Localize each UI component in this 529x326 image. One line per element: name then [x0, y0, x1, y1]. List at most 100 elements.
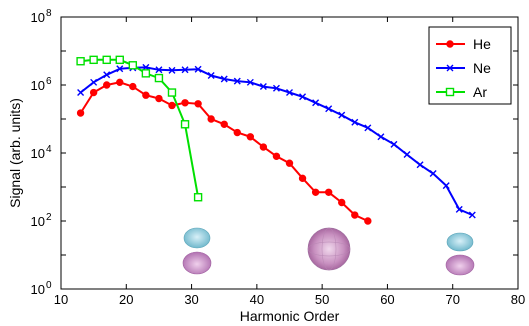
y-tick-base: 10: [31, 146, 45, 161]
y-tick-base: 10: [31, 78, 45, 93]
data-point-ne: [207, 72, 215, 80]
data-point-ne: [416, 161, 424, 169]
data-point-ne: [442, 182, 450, 190]
y-tick-label: 10: [31, 10, 45, 25]
data-point-he: [129, 82, 137, 91]
data-point-ne: [90, 78, 98, 86]
data-point-ar: [102, 55, 111, 65]
data-point-ar: [154, 73, 164, 83]
y-tick-base: 10: [31, 214, 45, 229]
data-point-he: [246, 133, 255, 141]
data-point-ne: [155, 66, 163, 74]
x-tick-label: 60: [380, 292, 394, 307]
data-point-ne: [116, 65, 124, 73]
data-point-ne: [351, 118, 359, 126]
data-point-he: [272, 152, 281, 160]
data-point-ar: [193, 193, 203, 202]
data-point-ne: [455, 205, 463, 213]
data-point-ar: [128, 61, 138, 70]
data-point-ne: [286, 89, 293, 97]
data-point-ne: [325, 105, 333, 113]
data-point-ne: [312, 99, 320, 107]
s-orbital-icon: [307, 227, 351, 271]
data-point-he: [155, 94, 163, 103]
data-point-ne: [103, 71, 111, 79]
data-point-ne: [194, 65, 202, 73]
data-point-he: [220, 120, 228, 128]
data-point-ne: [468, 211, 476, 219]
data-point-he: [142, 91, 150, 99]
legend-entry-ar: Ar: [436, 84, 487, 100]
data-point-ne: [364, 124, 372, 132]
data-point-ne: [246, 78, 254, 86]
legend-marker-ne: [446, 64, 454, 72]
data-point-ar: [180, 120, 190, 129]
data-point-ne: [233, 77, 241, 85]
series-layer: [76, 55, 476, 225]
data-point-ne: [403, 151, 411, 159]
series-line-he: [79, 81, 369, 222]
legend-entry-he: He: [436, 36, 491, 52]
data-point-he: [298, 174, 307, 183]
data-point-ne: [390, 140, 398, 148]
y-tick-exponent: 8: [46, 8, 52, 19]
y-tick-label: 10: [31, 78, 45, 93]
data-point-he: [103, 81, 111, 89]
data-point-ar: [89, 55, 98, 65]
data-point-ne: [429, 169, 437, 177]
data-point-he: [364, 217, 372, 225]
x-tick-label: 50: [315, 292, 329, 307]
data-point-ne: [220, 75, 228, 83]
data-point-he: [207, 115, 215, 123]
legend-entry-ne: Ne: [436, 60, 491, 76]
data-point-ne: [181, 66, 189, 74]
y-tick-exponent: 2: [46, 212, 52, 223]
data-point-ar: [141, 69, 151, 78]
orbital-icons: [182, 227, 475, 276]
data-point-he: [233, 128, 241, 137]
data-point-he: [351, 211, 359, 219]
data-point-he: [181, 99, 189, 107]
y-tick-label: 10: [31, 282, 45, 297]
y-tick-exponent: 4: [46, 144, 52, 155]
data-point-ar: [115, 55, 124, 65]
data-point-he: [116, 78, 124, 87]
data-point-he: [311, 188, 320, 196]
y-tick-exponent: 0: [46, 280, 52, 291]
data-point-ar: [76, 57, 85, 66]
data-point-he: [76, 109, 85, 117]
y-tick-label: 10: [31, 146, 45, 161]
data-point-he: [285, 159, 294, 167]
legend: He Ne Ar: [428, 26, 512, 105]
data-point-ne: [259, 83, 267, 91]
data-point-ne: [77, 89, 85, 97]
data-point-ar: [167, 88, 177, 97]
y-tick-exponent: 6: [46, 76, 52, 87]
data-point-he: [194, 100, 202, 108]
y-tick-base: 10: [31, 10, 45, 25]
series-line-ar: [80, 58, 200, 198]
data-point-ne: [377, 133, 385, 141]
x-tick-label: 30: [184, 292, 198, 307]
y-tick-label: 10: [31, 214, 45, 229]
y-tick-base: 10: [31, 282, 45, 297]
data-point-ne: [272, 84, 280, 92]
p-orbital-icon: [445, 232, 475, 276]
x-tick-label: 10: [54, 292, 68, 307]
data-point-ne: [299, 93, 307, 101]
data-point-ne: [338, 111, 346, 119]
x-tick-label: 70: [445, 292, 459, 307]
data-point-he: [338, 198, 346, 207]
legend-label-ne: Ne: [473, 60, 491, 76]
p-orbital-icon: [182, 227, 212, 275]
x-axis-title: Harmonic Order: [240, 308, 340, 324]
data-point-he: [89, 88, 98, 97]
legend-marker-he: [446, 40, 454, 48]
series-line-ne: [79, 66, 473, 216]
x-tick-label: 40: [250, 292, 264, 307]
data-point-ne: [168, 66, 176, 74]
data-point-he: [324, 188, 333, 196]
data-point-he: [168, 101, 176, 110]
